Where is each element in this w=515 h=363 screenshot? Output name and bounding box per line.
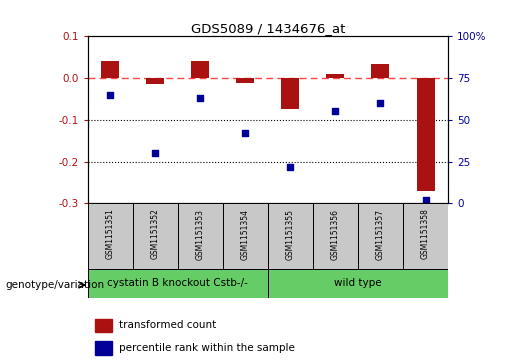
- Bar: [327, 74, 345, 78]
- Point: [376, 100, 385, 106]
- Bar: [313, 203, 358, 269]
- Text: GSM1151356: GSM1151356: [331, 208, 340, 260]
- Text: GSM1151354: GSM1151354: [241, 208, 250, 260]
- Bar: [268, 269, 448, 298]
- Text: GSM1151355: GSM1151355: [286, 208, 295, 260]
- Bar: [95, 319, 112, 332]
- Point: [286, 164, 295, 170]
- Title: GDS5089 / 1434676_at: GDS5089 / 1434676_at: [191, 22, 345, 35]
- Bar: [101, 61, 119, 78]
- Point: [421, 197, 430, 203]
- Bar: [371, 64, 389, 78]
- Point: [196, 95, 204, 101]
- Point: [106, 92, 114, 98]
- Text: percentile rank within the sample: percentile rank within the sample: [119, 343, 295, 353]
- Text: GSM1151351: GSM1151351: [106, 208, 114, 260]
- Bar: [403, 203, 448, 269]
- Point: [151, 150, 159, 156]
- Text: cystatin B knockout Cstb-/-: cystatin B knockout Cstb-/-: [107, 278, 248, 288]
- Bar: [417, 78, 435, 191]
- Text: GSM1151358: GSM1151358: [421, 208, 430, 260]
- Bar: [95, 342, 112, 355]
- Text: GSM1151353: GSM1151353: [196, 208, 204, 260]
- Bar: [146, 78, 164, 84]
- Bar: [236, 78, 254, 83]
- Bar: [222, 203, 268, 269]
- Bar: [281, 78, 299, 109]
- Point: [241, 130, 249, 136]
- Text: GSM1151352: GSM1151352: [151, 208, 160, 260]
- Text: wild type: wild type: [334, 278, 382, 288]
- Bar: [268, 203, 313, 269]
- Bar: [191, 61, 209, 78]
- Bar: [133, 203, 178, 269]
- Point: [331, 109, 339, 114]
- Bar: [88, 203, 133, 269]
- Text: genotype/variation: genotype/variation: [5, 280, 104, 290]
- Text: transformed count: transformed count: [119, 321, 216, 330]
- Bar: [88, 269, 268, 298]
- Bar: [178, 203, 222, 269]
- Text: GSM1151357: GSM1151357: [376, 208, 385, 260]
- Bar: [358, 203, 403, 269]
